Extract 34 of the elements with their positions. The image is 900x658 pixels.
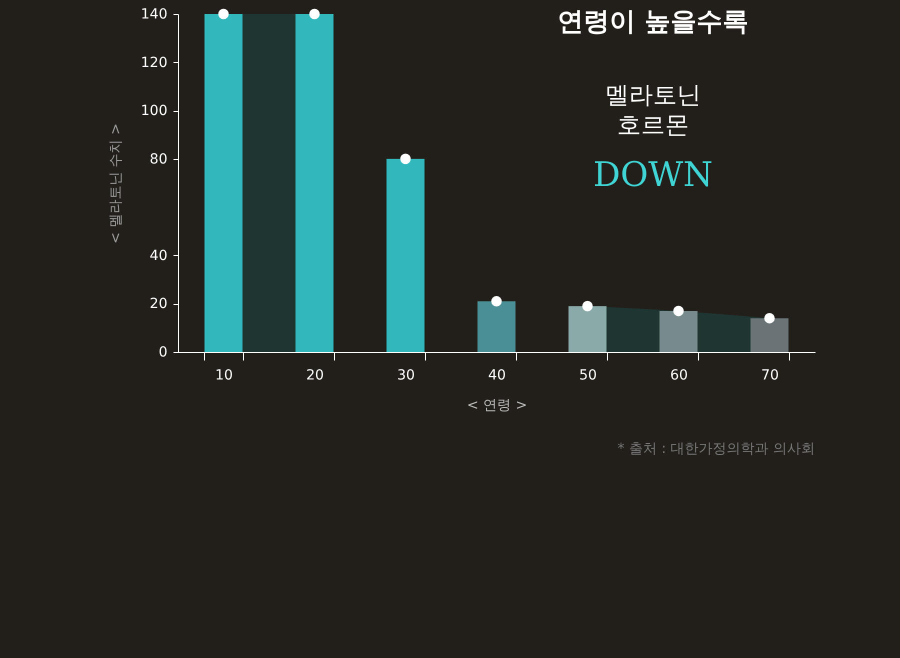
chart-title: 연령이 높을수록 [557,7,749,37]
x-tick-label: 60 [670,368,688,384]
point [764,312,775,324]
text: * 출처 : 대한가정의학과 의사회 [617,441,815,457]
bar [296,14,334,352]
point [400,154,411,164]
y-tick-label: 40 [150,248,168,264]
x-tick-label: 50 [579,368,597,384]
point [218,8,229,20]
bar [568,306,606,352]
bar [750,318,788,352]
x-tick-label: 30 [397,368,415,384]
point [582,300,593,312]
y-tick-label: 120 [140,54,168,71]
y-tick-label: 0 [158,344,168,360]
y-tick-label: 140 [140,6,168,22]
y-tick-label: 100 [140,103,168,120]
x-tick-label: 20 [306,368,324,384]
x-tick-label: 10 [215,368,233,384]
bar [386,158,424,352]
x-axis-title: < 연령 > [466,398,528,414]
bar [204,14,242,352]
x-tick-label: 70 [761,368,779,384]
y-tick-label: 80 [150,151,168,168]
y-axis-title: < 멜라토닌 수치 > [108,123,124,244]
y-tick-label: 20 [150,296,168,312]
point [673,306,684,316]
point [491,296,502,307]
annotation: 멜라토닌 호르몬 [605,81,701,139]
bar [660,310,698,352]
x-tick-label: 40 [488,368,506,384]
bar [478,301,516,352]
annotation: DOWN [593,155,713,195]
point [309,8,320,20]
